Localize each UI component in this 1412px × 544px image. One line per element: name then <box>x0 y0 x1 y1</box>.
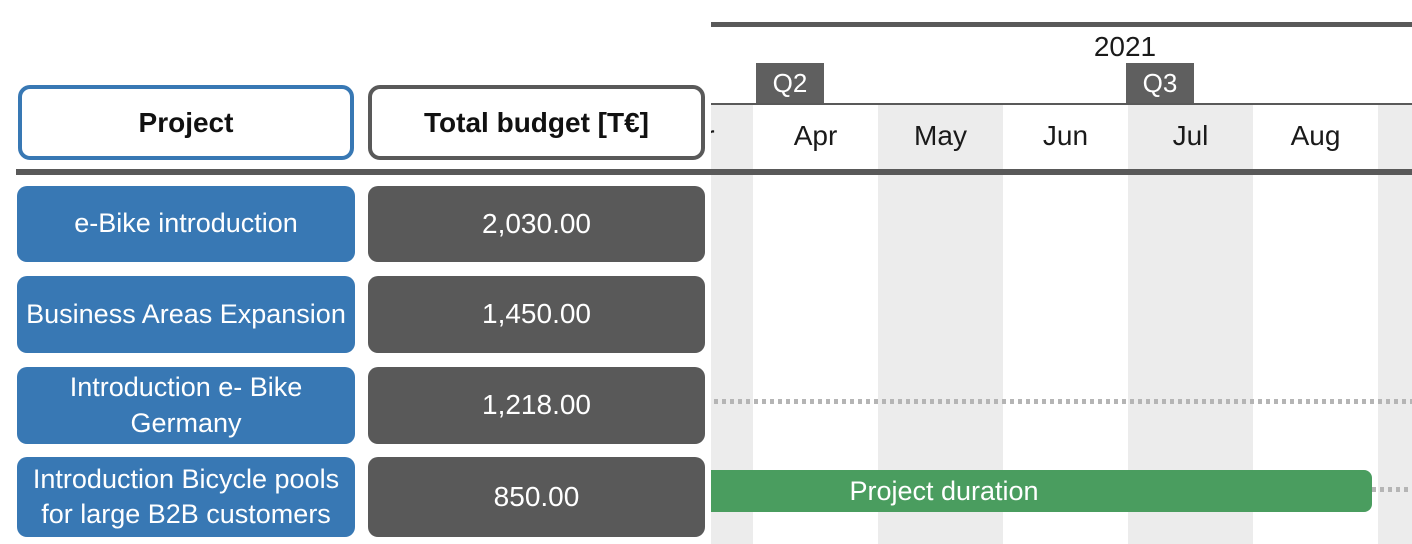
month-label-jul: Jul <box>1172 120 1209 151</box>
gantt-bar-project-duration[interactable]: Project duration <box>711 470 1372 512</box>
budget-cell-row2[interactable]: 1,450.00 <box>368 276 705 353</box>
project-column-header-label: Project <box>138 106 234 138</box>
project-cell-row3[interactable]: Introduction e- Bike Germany <box>17 367 355 444</box>
quarter-badge-q2: Q2 <box>756 63 824 104</box>
timeline-area: 2021 Q2 Q3 Mar Apr May Jun Jul Aug Proje… <box>711 0 1412 544</box>
budget-cell-row3[interactable]: 1,218.00 <box>368 367 705 444</box>
month-label-mar: Mar <box>711 105 753 167</box>
project-cell-row2[interactable]: Business Areas Expansion <box>17 276 355 353</box>
year-label: 2021 <box>1093 31 1157 62</box>
project-cell-row4[interactable]: Introduction Bicycle pools for large B2B… <box>17 457 355 537</box>
project-column-header[interactable]: Project <box>18 85 354 160</box>
gantt-bar-label: Project duration <box>849 475 1039 506</box>
column-stripe-sep <box>1378 105 1412 544</box>
month-label-apr: Apr <box>793 120 838 151</box>
month-row-top-border <box>711 103 1412 105</box>
budget-cell-row1[interactable]: 2,030.00 <box>368 186 705 262</box>
dotted-line-row4 <box>1372 487 1412 492</box>
timeline-top-bar <box>711 22 1412 27</box>
month-label-jun: Jun <box>1042 120 1089 151</box>
budget-column-header-label: Total budget [T€] <box>424 106 649 138</box>
quarter-badge-q3: Q3 <box>1126 63 1194 104</box>
budget-cell-row4[interactable]: 850.00 <box>368 457 705 537</box>
header-divider-line <box>16 169 1412 175</box>
project-cell-row1[interactable]: e-Bike introduction <box>17 186 355 262</box>
budget-column-header[interactable]: Total budget [T€] <box>368 85 705 160</box>
month-label-aug: Aug <box>1290 120 1341 151</box>
month-label-may: May <box>914 120 967 151</box>
dotted-line-row3 <box>714 399 1412 404</box>
